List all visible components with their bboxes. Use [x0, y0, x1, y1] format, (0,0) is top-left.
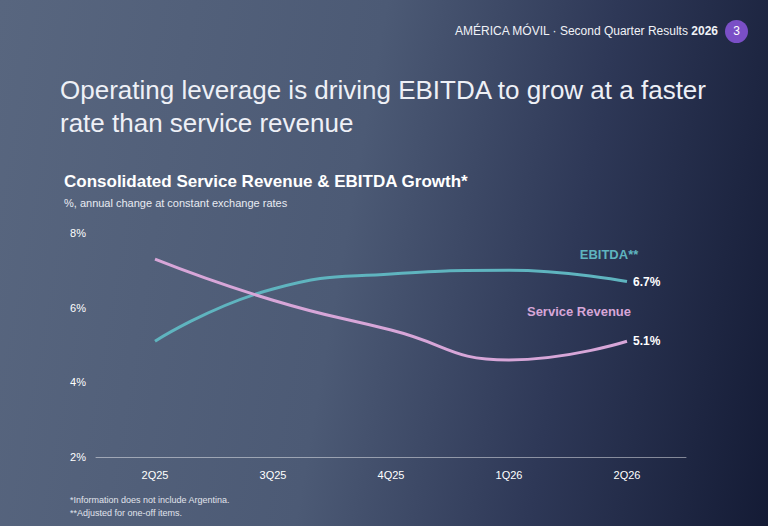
html-text:AMÉRICA MÓVIL · Second Quarter: AMÉRICA MÓVIL · Second Quarter Results 2… [455, 24, 718, 38]
svg-text:2Q26: 2Q26 [614, 469, 641, 481]
html-text:Operating leverage is driving: Operating leverage is driving EBITDA to … [60, 75, 706, 138]
svg-text:8%: 8% [70, 227, 86, 239]
html-text:%, annual change at constant e: %, annual change at constant exchange ra… [64, 197, 288, 209]
svg-text:EBITDA**: EBITDA** [580, 247, 639, 262]
svg-text:2%: 2% [70, 451, 86, 463]
svg-text:3Q25: 3Q25 [260, 469, 287, 481]
svg-text:6%: 6% [70, 302, 86, 314]
svg-text:5.1%: 5.1% [633, 334, 661, 348]
svg-text:Service Revenue: Service Revenue [527, 304, 631, 319]
html-text:**Adjusted for one-off items.: **Adjusted for one-off items. [70, 508, 182, 518]
html-text:3: 3 [733, 24, 740, 38]
svg-text:1Q26: 1Q26 [496, 469, 523, 481]
svg-text:4%: 4% [70, 376, 86, 388]
svg-text:4Q25: 4Q25 [378, 469, 405, 481]
html-text:*Information does not include: *Information does not include Argentina. [70, 495, 230, 505]
svg-text:2Q25: 2Q25 [142, 469, 169, 481]
svg-text:6.7%: 6.7% [633, 275, 661, 289]
html-text:Consolidated Service Revenue &: Consolidated Service Revenue & EBITDA Gr… [64, 172, 468, 191]
